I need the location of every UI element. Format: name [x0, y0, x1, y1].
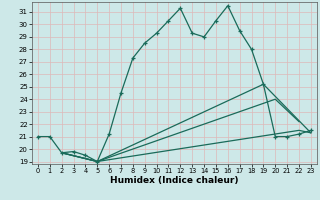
- X-axis label: Humidex (Indice chaleur): Humidex (Indice chaleur): [110, 176, 239, 185]
